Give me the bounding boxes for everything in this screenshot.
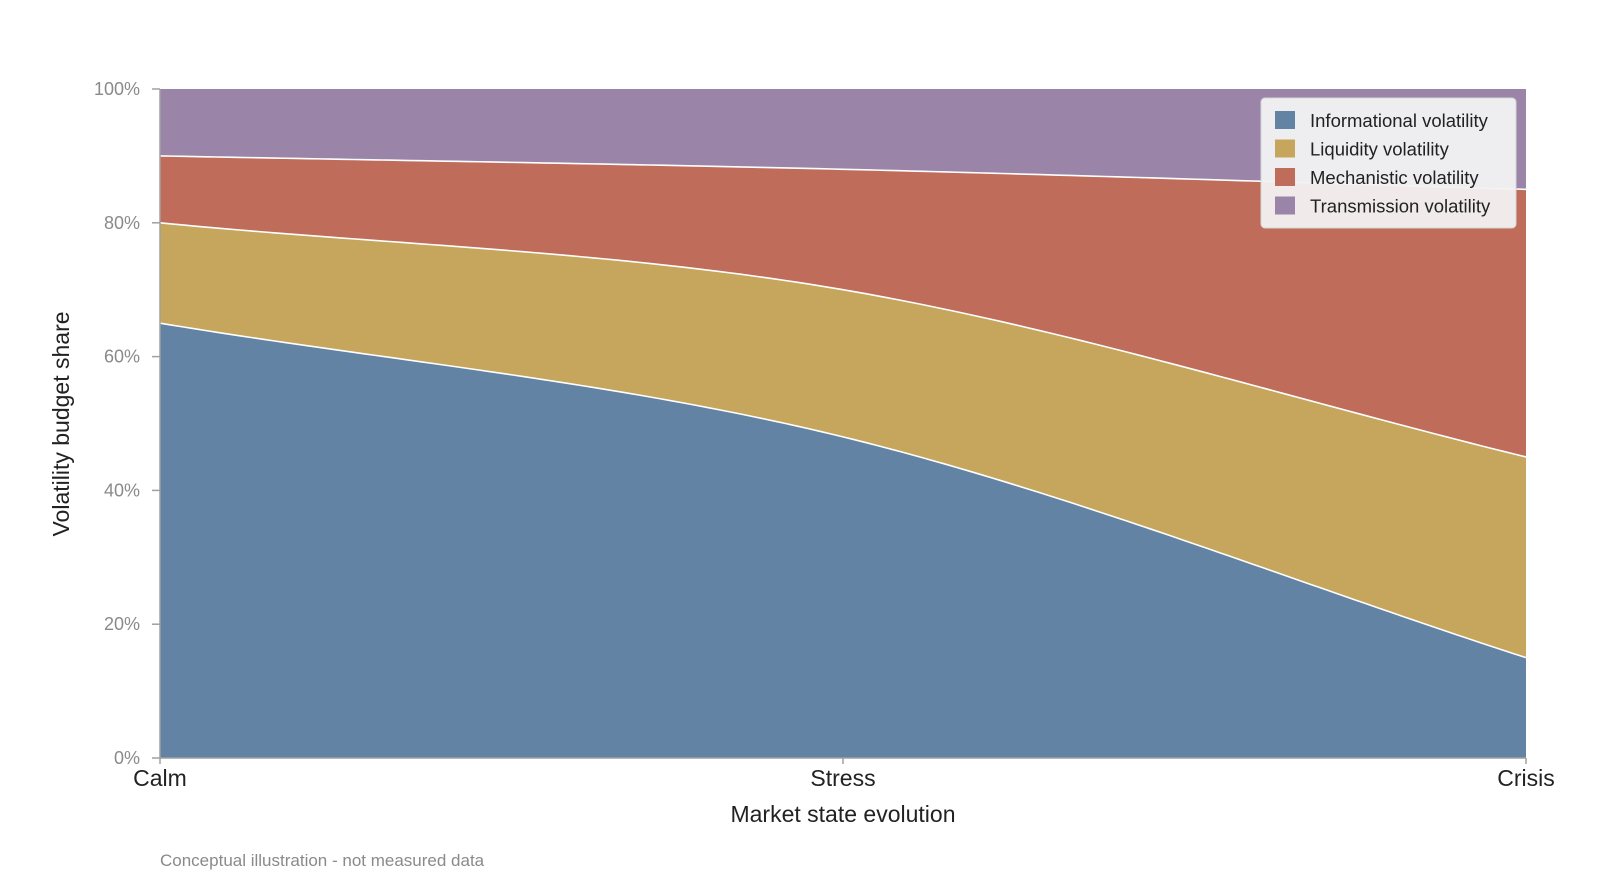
legend-box <box>1260 97 1517 229</box>
x-tick-label: Stress <box>810 765 875 791</box>
y-tick-label: 20% <box>104 614 140 634</box>
legend-swatch <box>1275 196 1295 215</box>
legend-label: Mechanistic volatility <box>1310 167 1479 188</box>
legend-swatch <box>1275 139 1295 158</box>
legend-swatch <box>1275 168 1295 186</box>
legend-label: Transmission volatility <box>1310 196 1491 217</box>
y-axis-title: Volatility budget share <box>48 311 74 536</box>
x-tick-label: Calm <box>133 765 187 791</box>
boundary-line-liquidity-volatility <box>159 222 1527 458</box>
legend-label: Liquidity volatility <box>1310 139 1450 160</box>
area-transmission-volatility <box>160 89 1526 190</box>
disclaimer-note: Conceptual illustration - not measured d… <box>160 851 485 870</box>
y-tick-label: 100% <box>94 79 140 99</box>
legend: Informational volatility Liquidity volati… <box>1260 97 1517 229</box>
area-liquidity-volatility <box>160 222 1526 658</box>
x-axis-title: Market state evolution <box>730 801 955 827</box>
area-mechanistic-volatility <box>160 155 1526 457</box>
x-axis-ticks: Calm Stress Crisis <box>133 758 1555 791</box>
area-layers <box>160 89 1526 758</box>
legend-label: Informational volatility <box>1310 110 1489 131</box>
y-tick-label: 40% <box>104 480 140 500</box>
y-tick-label: 60% <box>104 347 140 367</box>
y-tick-label: 0% <box>114 748 140 768</box>
legend-swatch <box>1275 111 1295 129</box>
y-axis-ticks: 0% 20% 40% 60% 80% 100% <box>94 79 160 768</box>
y-tick-label: 80% <box>104 213 140 233</box>
area-informational-volatility <box>160 323 1526 758</box>
x-tick-label: Crisis <box>1497 765 1555 791</box>
boundary-line-informational-volatility <box>159 322 1527 659</box>
